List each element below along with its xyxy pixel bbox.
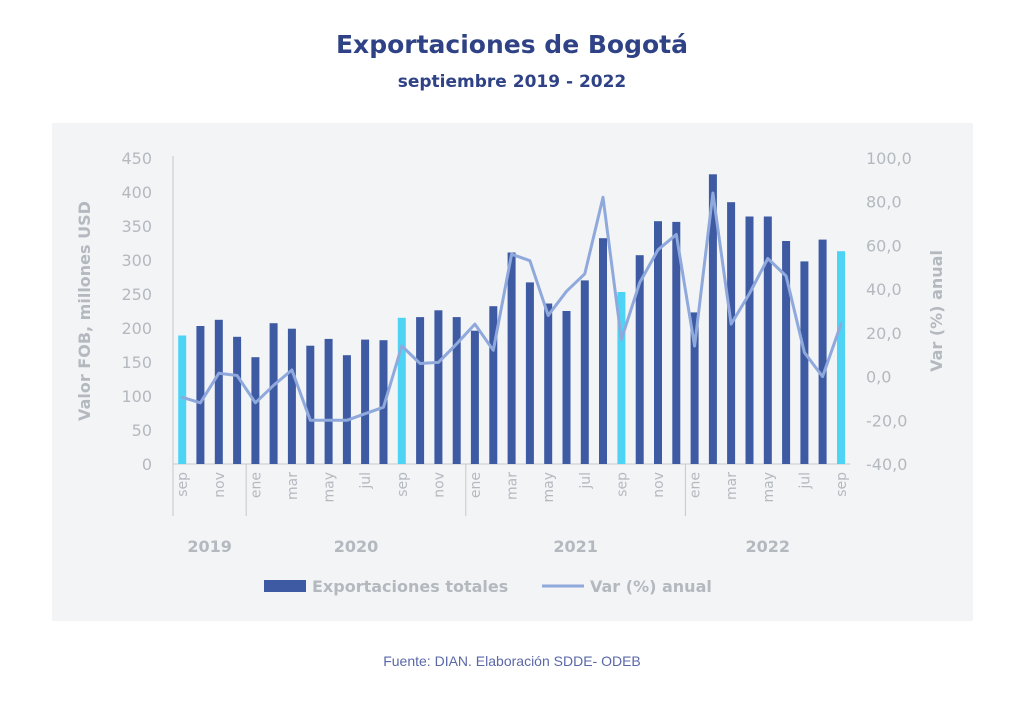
x-tick-label-6: mar	[285, 472, 301, 500]
bar-29	[708, 174, 717, 465]
y-tick-label: 400	[121, 183, 152, 202]
y-tick-label: 200	[121, 319, 152, 338]
bar-21	[562, 311, 571, 464]
legend-bar-label: Exportaciones totales	[312, 577, 508, 596]
y2-tick-label: 80,0	[866, 193, 902, 212]
bar-0	[178, 335, 187, 464]
y-tick-label: 0	[142, 455, 152, 474]
y-tick-label: 350	[121, 217, 152, 236]
legend-bar-swatch	[264, 580, 306, 592]
bar-24	[617, 292, 626, 464]
year-label-2022: 2022	[746, 537, 791, 556]
x-tick-label-22: jul	[578, 472, 594, 490]
bar-5	[269, 323, 278, 464]
y-tick-label: 150	[121, 353, 152, 372]
bars-group	[178, 174, 845, 465]
bar-13	[416, 317, 425, 464]
x-tick-label-8: may	[322, 472, 338, 503]
y2-tick-label: 0,0	[866, 368, 891, 387]
bar-27	[672, 221, 681, 464]
x-tick-label-30: mar	[724, 472, 740, 500]
x-tick-label-34: jul	[797, 472, 813, 490]
y-axis-title: Valor FOB, millones USD	[75, 201, 94, 421]
bar-14	[434, 310, 443, 464]
x-tick-label-16: ene	[468, 472, 484, 498]
x-tick-label-24: sep	[614, 472, 630, 497]
y-tick-label: 300	[121, 251, 152, 270]
bar-20	[544, 303, 553, 464]
labels-group: sep nov ene mar may jul sep nov ene mar may jul sep n…	[172, 464, 850, 556]
year-label-2020: 2020	[334, 537, 379, 556]
x-tick-label-10: jul	[358, 472, 374, 490]
legend-group: Exportaciones totales Var (%) anual	[264, 577, 712, 596]
y2-tick-label: 20,0	[866, 324, 902, 343]
x-tick-label-2: nov	[212, 472, 228, 498]
y2-tick-label: 40,0	[866, 280, 902, 299]
x-tick-label-28: ene	[688, 472, 704, 498]
bar-34	[800, 261, 809, 464]
var-line	[180, 191, 843, 422]
x-tick-label-36: sep	[834, 472, 850, 497]
y2-tick-label: 60,0	[866, 236, 902, 255]
bar-15	[452, 317, 461, 464]
bar-23	[599, 238, 607, 464]
bar-28	[690, 312, 699, 464]
source-note: Fuente: DIAN. Elaboración SDDE- ODEB	[383, 653, 641, 669]
bar-12	[397, 317, 406, 464]
bar-30	[727, 202, 736, 464]
year-label-2019: 2019	[187, 537, 232, 556]
bar-19	[525, 282, 534, 464]
y-tick-label: 450	[121, 149, 152, 168]
year-label-2021: 2021	[553, 537, 598, 556]
bar-22	[580, 280, 589, 464]
line-group	[180, 191, 843, 422]
x-tick-label-0: sep	[175, 472, 191, 497]
x-tick-label-12: sep	[395, 472, 411, 497]
bar-33	[782, 241, 791, 464]
y-tick-label: 250	[121, 285, 152, 304]
y-tick-label: 100	[121, 387, 152, 406]
bar-35	[818, 239, 827, 464]
y-tick-label: 50	[132, 421, 152, 440]
bar-10	[361, 339, 370, 464]
axes-group: 0 50 100 150 200 250 300 350 400 450 -40,0 -20,0 0,0…	[75, 149, 946, 474]
x-tick-label-26: nov	[651, 472, 667, 498]
bar-9	[342, 355, 351, 464]
bar-36	[837, 251, 845, 464]
bar-8	[324, 338, 333, 464]
bar-17	[489, 306, 498, 464]
y2-axis-title: Var (%) anual	[927, 250, 946, 372]
bar-18	[507, 252, 516, 464]
chart-subtitle: septiembre 2019 - 2022	[397, 72, 627, 92]
chart-title: Exportaciones de Bogotá	[335, 30, 688, 59]
y2-tick-label: 100,0	[866, 149, 912, 168]
bar-6	[287, 328, 296, 464]
x-tick-label-4: ene	[248, 472, 264, 498]
y2-tick-label: -20,0	[866, 411, 907, 430]
x-tick-label-32: may	[761, 472, 777, 503]
bar-31	[745, 216, 754, 464]
x-tick-label-14: nov	[431, 472, 447, 498]
bar-2	[214, 319, 223, 464]
bar-7	[306, 345, 315, 464]
x-tick-label-20: may	[541, 472, 557, 503]
bar-26	[654, 221, 662, 464]
bar-3	[233, 336, 242, 464]
bar-16	[470, 330, 479, 464]
x-tick-label-18: mar	[505, 472, 521, 500]
y2-tick-label: -40,0	[866, 455, 907, 474]
bar-4	[251, 357, 260, 464]
bar-32	[763, 216, 772, 464]
bar-1	[196, 326, 205, 464]
bar-25	[635, 255, 644, 464]
legend-line-label: Var (%) anual	[590, 577, 712, 596]
